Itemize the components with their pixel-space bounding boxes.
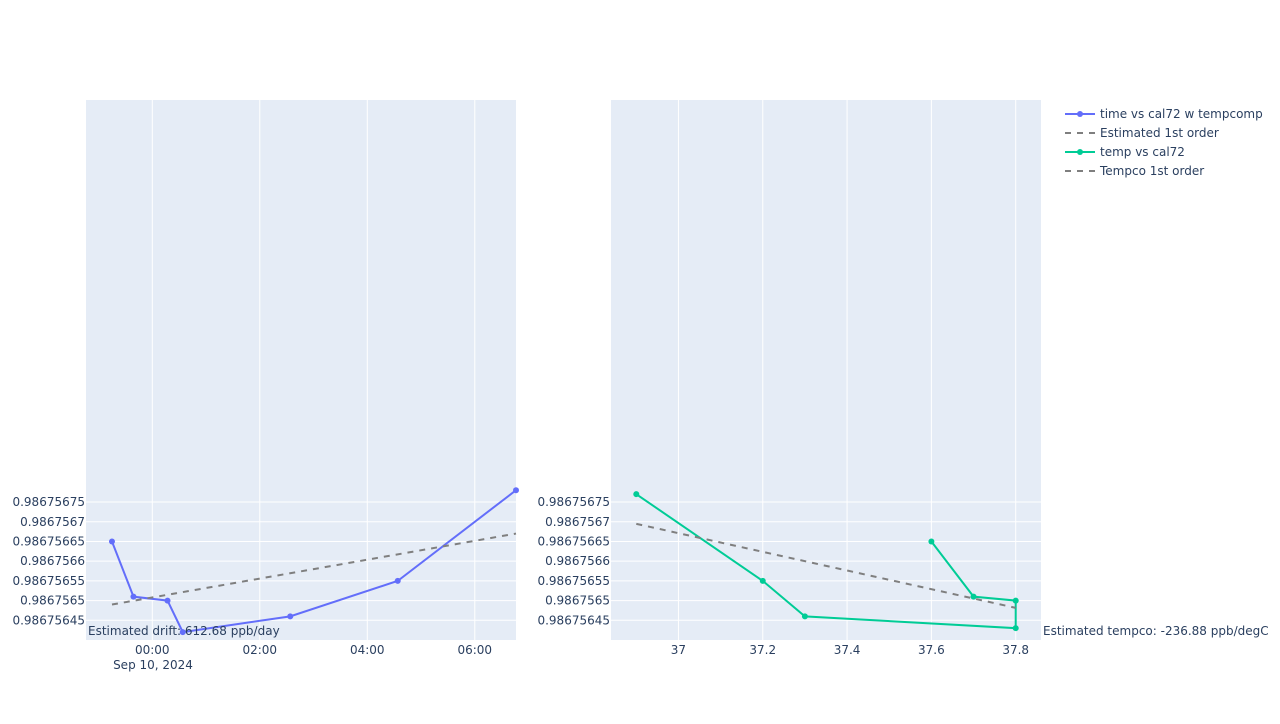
x-axis-drift: 00:00 02:00 04:00 06:00: [135, 643, 492, 657]
data-point: [513, 487, 519, 494]
data-point: [1012, 625, 1019, 632]
y-tick-label: 0.98675655: [537, 574, 610, 588]
x-tick-label: 06:00: [457, 643, 492, 657]
legend-item[interactable]: Estimated 1st order: [1065, 126, 1219, 140]
data-point: [179, 629, 186, 636]
x-axis-tempco: 37 37.2 37.4 37.6 37.8: [671, 643, 1029, 657]
data-point: [287, 613, 294, 620]
series-drift: [108, 487, 519, 636]
plot-area-drift: [86, 100, 516, 640]
data-point: [394, 577, 401, 584]
series-line-estimated-1st-order: [111, 532, 517, 606]
legend-item[interactable]: time vs cal72 w tempcomp: [1065, 107, 1263, 121]
y-tick-label: 0.98675675: [12, 495, 85, 509]
data-point: [130, 593, 137, 600]
y-tick-label: 0.98675645: [537, 613, 610, 627]
data-point: [164, 597, 171, 604]
data-point: [801, 613, 808, 620]
series-line-tempco-1st-order: [636, 522, 1016, 609]
x-tick-label: 00:00: [135, 643, 170, 657]
x-tick-label: 37: [671, 643, 686, 657]
data-point: [928, 538, 935, 545]
legend-marker: [1077, 149, 1083, 155]
subplot-drift: 0.98675645 0.9867565 0.98675655 0.9867566 0.…: [12, 100, 519, 672]
y-tick-label: 0.98675675: [537, 495, 610, 509]
legend-marker: [1077, 111, 1083, 117]
x-tick-label: 37.8: [1002, 643, 1029, 657]
data-point: [759, 577, 766, 584]
legend-item[interactable]: Tempco 1st order: [1065, 164, 1204, 178]
x-axis-date-subtitle: Sep 10, 2024: [113, 658, 193, 672]
legend-label: temp vs cal72: [1100, 145, 1185, 159]
y-tick-label: 0.9867567: [20, 515, 85, 529]
y-tick-label: 0.98675645: [12, 613, 85, 627]
legend-label: time vs cal72 w tempcomp: [1100, 107, 1263, 121]
data-point: [970, 593, 977, 600]
y-tick-label: 0.9867566: [20, 554, 85, 568]
y-tick-label: 0.9867567: [545, 515, 610, 529]
y-tick-label: 0.9867565: [20, 594, 85, 608]
legend-label: Tempco 1st order: [1099, 164, 1204, 178]
series-tempco: [633, 491, 1019, 632]
y-tick-label: 0.9867565: [545, 594, 610, 608]
gridlines-tempco: [611, 100, 1041, 640]
gridlines-drift: [86, 100, 516, 640]
y-tick-label: 0.98675665: [12, 534, 85, 548]
drift-annotation: Estimated drift: 612.68 ppb/day: [88, 624, 280, 638]
legend-item[interactable]: temp vs cal72: [1065, 145, 1185, 159]
data-point: [108, 538, 115, 545]
y-axis-tempco: 0.98675645 0.9867565 0.98675655 0.9867566 0.…: [537, 495, 610, 627]
y-tick-label: 0.98675655: [12, 574, 85, 588]
data-point: [1012, 597, 1019, 604]
legend: time vs cal72 w tempcomp Estimated 1st or…: [1065, 107, 1263, 178]
y-tick-label: 0.9867566: [545, 554, 610, 568]
data-point: [633, 491, 640, 498]
subplot-tempco: 0.98675645 0.9867565 0.98675655 0.9867566 0.…: [537, 100, 1269, 657]
legend-label: Estimated 1st order: [1100, 126, 1219, 140]
y-tick-label: 0.98675665: [537, 534, 610, 548]
x-tick-label: 37.2: [749, 643, 776, 657]
x-tick-label: 04:00: [350, 643, 385, 657]
x-tick-label: 02:00: [242, 643, 277, 657]
y-axis-drift: 0.98675645 0.9867565 0.98675655 0.9867566 0.…: [12, 495, 85, 627]
x-tick-label: 37.4: [834, 643, 861, 657]
tempco-annotation: Estimated tempco: -236.88 ppb/degC: [1043, 624, 1269, 638]
x-tick-label: 37.6: [918, 643, 945, 657]
plot-area-tempco: [611, 100, 1041, 640]
